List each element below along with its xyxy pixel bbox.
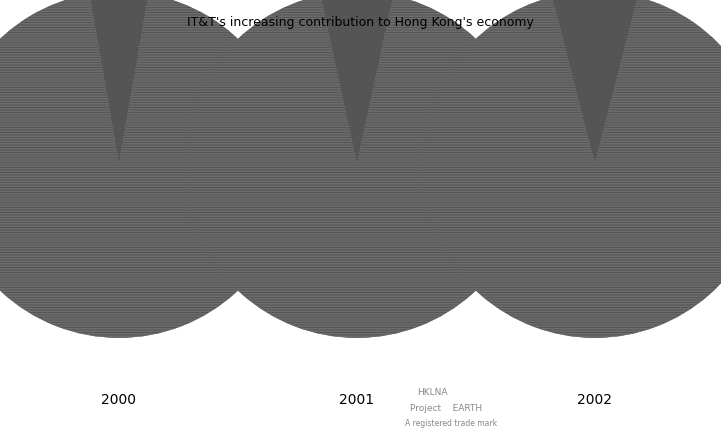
Wedge shape [0, 0, 292, 338]
Bar [321, 56, 337, 73]
Wedge shape [422, 0, 721, 338]
Wedge shape [184, 0, 530, 338]
Text: All IT&T industries: All IT&T industries [148, 60, 249, 70]
Text: 2001: 2001 [340, 393, 374, 407]
Bar [126, 56, 142, 73]
Text: Project    EARTH: Project EARTH [410, 404, 482, 413]
Text: 2000: 2000 [102, 393, 136, 407]
Text: 2002: 2002 [578, 393, 612, 407]
Text: A registered trade mark: A registered trade mark [405, 420, 497, 428]
Wedge shape [89, 0, 149, 165]
Text: Remaining Hong Kong economy: Remaining Hong Kong economy [342, 60, 521, 70]
Text: IT&T's increasing contribution to Hong Kong's economy: IT&T's increasing contribution to Hong K… [187, 16, 534, 28]
Text: HKLNA: HKLNA [417, 388, 447, 396]
Wedge shape [320, 0, 394, 165]
Wedge shape [552, 0, 638, 165]
